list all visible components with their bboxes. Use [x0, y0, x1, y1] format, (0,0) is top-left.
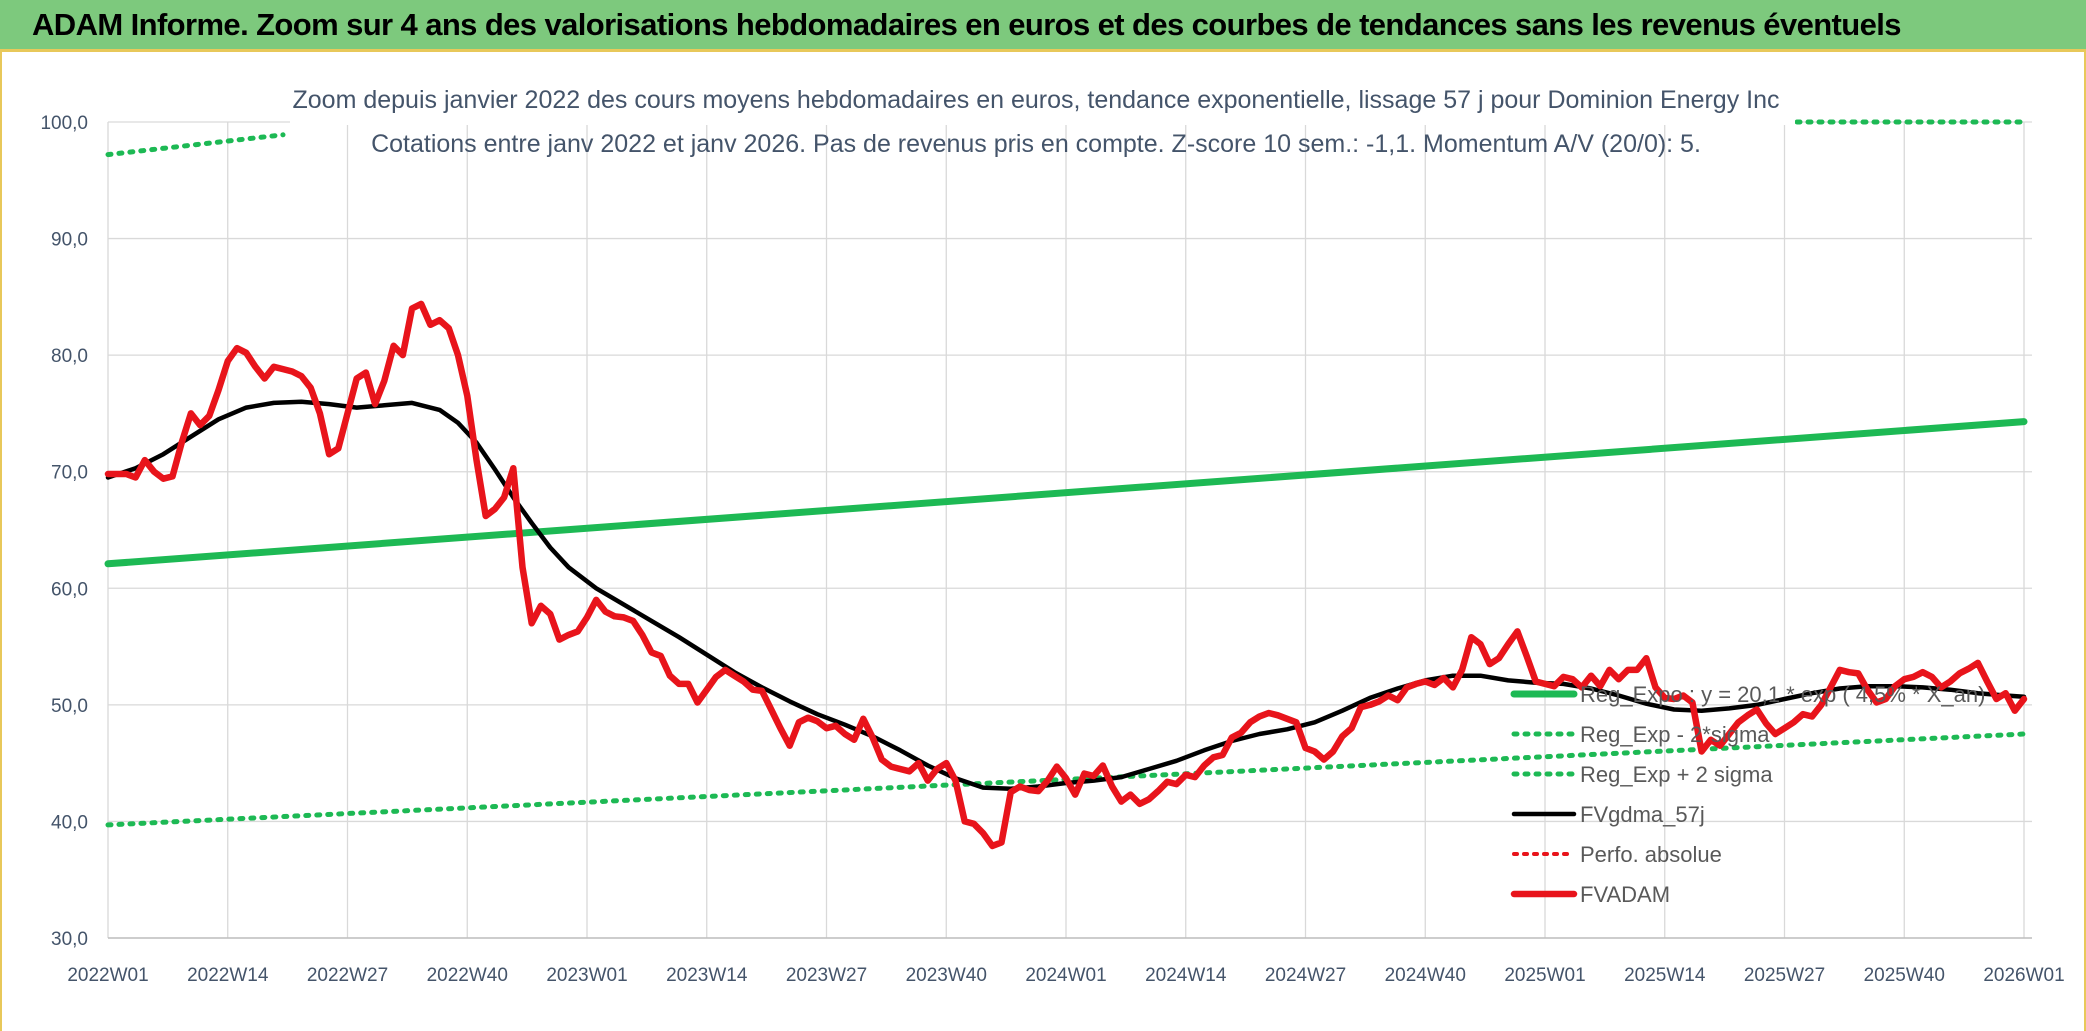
chart-series: [104, 119, 2028, 850]
x-tick-label: 2024W40: [1385, 965, 1466, 986]
x-tick-label: 2024W14: [1145, 965, 1227, 986]
series-2-line: [105, 132, 286, 158]
y-tick-label: 30,0: [51, 929, 88, 950]
y-tick-label: 90,0: [51, 230, 88, 251]
y-tick-label: 80,0: [51, 346, 88, 367]
x-axis-ticks: 2022W01 2022W14 2022W27 2022W40 2023W01 2023W…: [67, 965, 2064, 986]
chart-legend: Reg_Expo : y = 20,1 * exp ( 4,5% * X_an)…: [1510, 682, 1985, 907]
title-background: [290, 55, 1795, 125]
x-tick-label: 2024W27: [1265, 965, 1346, 986]
series-0-line: [104, 418, 2028, 568]
x-tick-label: 2025W27: [1744, 965, 1825, 986]
chart-title-line-2: Cotations entre janv 2022 et janv 2026. …: [371, 130, 1701, 158]
x-tick-label: 2026W01: [1983, 965, 2064, 986]
x-tick-label: 2022W27: [307, 965, 388, 986]
x-tick-label: 2023W40: [906, 965, 987, 986]
x-tick-label: 2022W01: [67, 965, 148, 986]
x-tick-label: 2023W01: [546, 965, 627, 986]
y-tick-label: 70,0: [51, 463, 88, 484]
x-tick-label: 2025W01: [1504, 965, 1585, 986]
legend-label: FVADAM: [1580, 882, 1670, 907]
x-tick-label: 2022W40: [427, 965, 508, 986]
x-tick-label: 2022W14: [187, 965, 269, 986]
y-axis-ticks: 30,0 40,0 50,0 60,0 70,0 80,0 90,0 100,0: [40, 113, 88, 950]
legend-label: Reg_Exp - 2*sigma: [1580, 722, 1770, 747]
chart-frame: 30,0 40,0 50,0 60,0 70,0 80,0 90,0 100,0 2022W0…: [0, 52, 2086, 1031]
line-chart: 30,0 40,0 50,0 60,0 70,0 80,0 90,0 100,0 2022W0…: [40, 55, 2065, 986]
x-tick-label: 2024W01: [1025, 965, 1106, 986]
chart-grid: [107, 121, 2032, 939]
x-tick-label: 2023W27: [786, 965, 867, 986]
legend-label: FVgdma_57j: [1580, 802, 1705, 827]
y-tick-label: 40,0: [51, 812, 88, 833]
y-tick-label: 50,0: [51, 696, 88, 717]
legend-label: Reg_Expo : y = 20,1 * exp ( 4,5% * X_an): [1580, 682, 1985, 707]
report-banner: ADAM Informe. Zoom sur 4 ans des valoris…: [0, 0, 2086, 52]
x-tick-label: 2023W14: [666, 965, 748, 986]
report-title: ADAM Informe. Zoom sur 4 ans des valoris…: [32, 7, 1902, 42]
series-5-line: [104, 300, 2028, 850]
legend-label: Perfo. absolue: [1580, 842, 1722, 867]
legend-label: Reg_Exp + 2 sigma: [1580, 762, 1773, 787]
y-tick-label: 60,0: [51, 579, 88, 600]
chart-title-line-1: Zoom depuis janvier 2022 des cours moyen…: [293, 86, 1780, 114]
y-tick-label: 100,0: [40, 113, 88, 134]
x-tick-label: 2025W40: [1864, 965, 1945, 986]
x-tick-label: 2025W14: [1624, 965, 1706, 986]
